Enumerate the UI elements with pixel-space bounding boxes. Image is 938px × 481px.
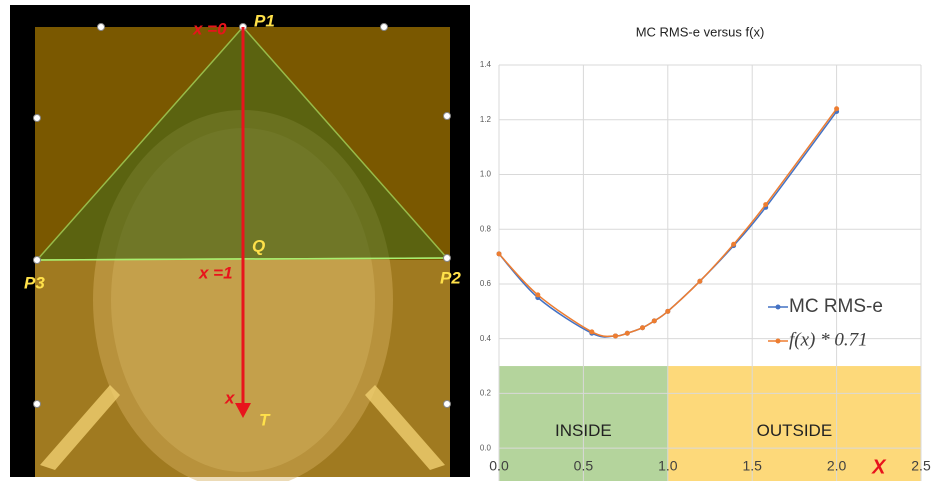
y-tick-label: 0.8 — [480, 224, 492, 233]
x-tick-label: 0.0 — [489, 458, 509, 474]
x-tick-label: 2.5 — [911, 458, 931, 474]
label-x0: x =0 — [192, 19, 227, 38]
data-point — [497, 251, 502, 256]
data-point — [697, 279, 702, 284]
chart-title: MC RMS-e versus f(x) — [636, 24, 765, 39]
data-point — [613, 333, 618, 338]
y-tick-label: 0.6 — [480, 279, 492, 288]
label-p1: P1 — [254, 11, 275, 30]
y-tick-label: 1.2 — [480, 115, 492, 124]
x-tick-label: 0.5 — [574, 458, 594, 474]
x-tick-label: 1.5 — [742, 458, 762, 474]
label-p3: P3 — [24, 273, 45, 292]
data-point — [834, 106, 839, 111]
label-x1: x =1 — [198, 263, 233, 282]
data-point — [763, 202, 768, 207]
label-p2: P2 — [440, 268, 461, 287]
data-point — [652, 318, 657, 323]
y-tick-label: 1.0 — [480, 170, 492, 179]
label-t: T — [259, 410, 271, 429]
legend-marker — [776, 305, 781, 310]
data-point — [625, 331, 630, 336]
y-tick-label: 0.4 — [480, 334, 492, 343]
data-point — [665, 309, 670, 314]
x-tick-label: 2.0 — [827, 458, 847, 474]
legend-marker — [776, 339, 781, 344]
left-image — [10, 5, 470, 481]
page: x =0 P1 Q x =1 P3 P2 x T MC RMS-e versus… — [0, 0, 938, 481]
y-tick-label: 0.2 — [480, 389, 492, 398]
region-label: OUTSIDE — [757, 421, 833, 440]
data-point — [589, 329, 594, 334]
data-point — [640, 325, 645, 330]
y-tick-label: 1.4 — [480, 60, 492, 69]
data-point — [731, 242, 736, 247]
legend-label: f(x) * 0.71 — [789, 329, 868, 350]
y-tick-label: 0.0 — [480, 443, 492, 452]
x-tick-label: 1.0 — [658, 458, 678, 474]
data-point — [535, 292, 540, 297]
label-q: Q — [252, 236, 265, 255]
x-axis-label: X — [871, 456, 887, 478]
label-x: x — [224, 388, 236, 407]
legend-label: MC RMS-e — [789, 296, 883, 317]
